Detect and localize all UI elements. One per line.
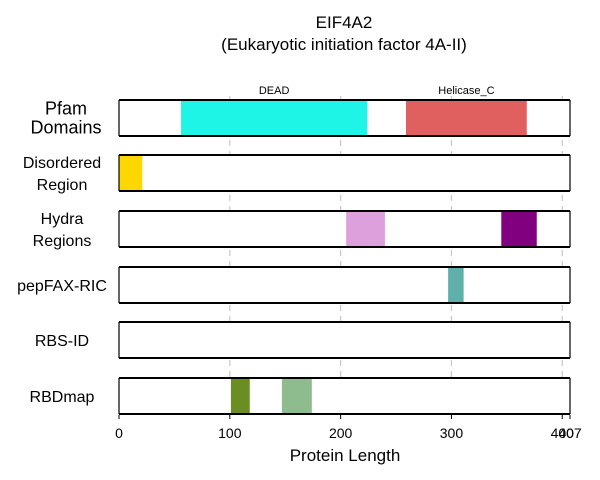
track-label: pepFAX-RIC	[17, 278, 107, 295]
track-background	[119, 378, 570, 414]
segment-bar	[119, 155, 143, 191]
segment-bar	[501, 211, 537, 247]
x-tick-label: 407	[558, 425, 582, 441]
x-tick-label: 0	[115, 425, 123, 441]
segment-bar	[230, 378, 250, 414]
track-label: RBDmap	[30, 389, 95, 406]
track-label: Domains	[30, 118, 101, 138]
x-tick-label: 300	[440, 425, 464, 441]
track-background	[119, 267, 570, 303]
segment-bar	[448, 267, 464, 303]
segment-bar	[281, 378, 312, 414]
segment-bar	[346, 211, 385, 247]
track-background	[119, 211, 570, 247]
x-tick-label: 100	[218, 425, 242, 441]
track-label: RBS-ID	[35, 333, 89, 350]
track-label: Regions	[33, 233, 92, 250]
x-axis-label: Protein Length	[290, 446, 401, 465]
track-label: Pfam	[45, 99, 87, 119]
chart-subtitle: (Eukaryotic initiation factor 4A-II)	[221, 35, 467, 54]
track-background	[119, 322, 570, 358]
domain-label: DEAD	[259, 85, 290, 97]
grid-lines	[229, 96, 563, 415]
track-background	[119, 155, 570, 191]
track-label: Disordered	[23, 155, 101, 172]
chart-title: EIF4A2	[316, 13, 373, 32]
x-tick-label: 200	[329, 425, 353, 441]
x-tick-label: 400	[551, 425, 575, 441]
track-label: Hydra	[41, 211, 84, 228]
track-label: Region	[37, 177, 88, 194]
segment-bar	[406, 100, 527, 136]
domain-label: Helicase_C	[438, 85, 494, 97]
segment-bar	[181, 100, 368, 136]
